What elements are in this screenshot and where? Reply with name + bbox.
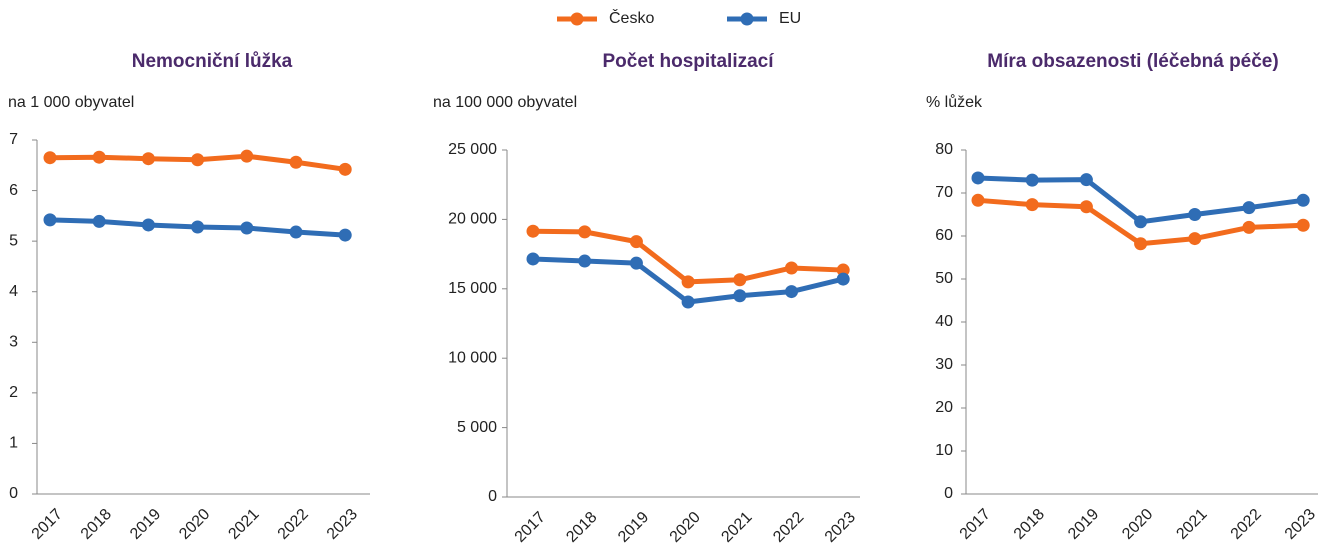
y-tick-label: 0 xyxy=(488,488,497,505)
x-tick-label: 2019 xyxy=(127,506,164,543)
point xyxy=(43,151,57,165)
y-tick-label: 4 xyxy=(9,283,18,300)
point xyxy=(526,252,540,266)
point xyxy=(971,171,985,185)
x-tick-label: 2020 xyxy=(667,509,704,546)
y-tick-label: 10 000 xyxy=(448,349,497,366)
y-axis-label: na 1 000 obyvatel xyxy=(8,94,134,111)
point xyxy=(240,221,254,235)
x-tick-label: 2023 xyxy=(324,506,361,543)
line xyxy=(977,175,1304,225)
y-tick-label: 70 xyxy=(935,184,953,201)
x-tick-label: 2017 xyxy=(957,506,994,543)
x-tick-label: 2019 xyxy=(615,509,652,546)
y-tick-label: 5 000 xyxy=(457,419,497,436)
point xyxy=(1296,193,1310,207)
point xyxy=(681,295,695,309)
x-tick-label: 2022 xyxy=(275,506,312,543)
point xyxy=(1242,220,1256,234)
y-axis-label: % lůžek xyxy=(926,93,983,111)
point xyxy=(43,213,57,227)
point xyxy=(1188,208,1202,221)
y-tick-label: 10 xyxy=(935,442,953,459)
y-tick-label: 3 xyxy=(9,334,18,351)
y-tick-label: 15 000 xyxy=(448,280,497,297)
point xyxy=(1242,201,1256,215)
x-tick-label: 2022 xyxy=(770,509,807,546)
point xyxy=(578,254,592,268)
point xyxy=(578,225,592,239)
point xyxy=(1025,198,1039,212)
chart-title: Míra obsazenosti (léčebná péče) xyxy=(987,51,1278,72)
point xyxy=(1296,218,1310,232)
point xyxy=(289,155,303,169)
point xyxy=(141,152,155,166)
point xyxy=(289,225,303,239)
y-tick-label: 60 xyxy=(935,227,953,244)
point xyxy=(338,228,352,242)
point xyxy=(92,214,106,228)
point xyxy=(629,256,643,270)
y-tick-label: 0 xyxy=(9,485,18,502)
x-tick-label: 2020 xyxy=(1119,506,1156,543)
x-tick-label: 2023 xyxy=(1282,506,1319,543)
point xyxy=(191,220,205,234)
line xyxy=(532,228,844,285)
legend-label: Česko xyxy=(609,8,654,27)
x-tick-label: 2018 xyxy=(1011,506,1048,543)
point xyxy=(1025,173,1039,187)
point xyxy=(971,193,985,207)
x-tick-label: 2017 xyxy=(512,509,549,546)
point xyxy=(338,162,352,176)
y-tick-label: 1 xyxy=(9,435,18,452)
x-tick-label: 2018 xyxy=(563,509,600,546)
y-tick-label: 30 xyxy=(935,356,953,373)
point xyxy=(1134,237,1148,251)
point xyxy=(1134,215,1148,229)
point xyxy=(141,218,155,232)
x-tick-label: 2022 xyxy=(1228,506,1265,543)
x-tick-label: 2018 xyxy=(78,506,115,543)
point xyxy=(629,235,643,249)
y-tick-label: 0 xyxy=(944,485,953,502)
y-axis-label: na 100 000 obyvatel xyxy=(433,94,577,111)
point xyxy=(1079,200,1093,214)
point xyxy=(92,150,106,164)
y-tick-label: 40 xyxy=(935,313,953,330)
chart-title: Počet hospitalizací xyxy=(602,51,774,72)
x-tick-label: 2019 xyxy=(1065,506,1102,543)
legend-marker xyxy=(740,12,754,26)
x-tick-label: 2017 xyxy=(29,506,66,543)
y-tick-label: 80 xyxy=(935,141,953,158)
point xyxy=(1079,173,1093,187)
point xyxy=(526,224,540,238)
point xyxy=(836,272,850,286)
chart-title: Nemocniční lůžka xyxy=(132,51,293,72)
legend-marker xyxy=(570,12,584,26)
y-tick-label: 25 000 xyxy=(448,141,497,158)
point xyxy=(733,273,747,287)
point xyxy=(785,261,798,275)
x-tick-label: 2023 xyxy=(822,509,859,546)
legend-label: EU xyxy=(779,10,801,27)
y-tick-label: 20 xyxy=(935,399,953,416)
point xyxy=(733,289,747,303)
y-tick-label: 20 000 xyxy=(448,211,497,228)
point xyxy=(785,285,798,299)
y-tick-label: 7 xyxy=(9,131,18,148)
y-tick-label: 2 xyxy=(9,384,18,401)
x-tick-label: 2020 xyxy=(176,506,213,543)
point xyxy=(1188,232,1202,246)
point xyxy=(836,263,850,277)
x-tick-label: 2021 xyxy=(718,509,755,546)
x-tick-label: 2021 xyxy=(1173,506,1210,543)
point xyxy=(240,149,254,163)
y-tick-label: 6 xyxy=(9,182,18,199)
y-tick-label: 5 xyxy=(9,232,18,249)
point xyxy=(681,275,695,289)
x-tick-label: 2021 xyxy=(225,506,262,543)
y-tick-label: 50 xyxy=(935,270,953,287)
point xyxy=(191,153,205,167)
